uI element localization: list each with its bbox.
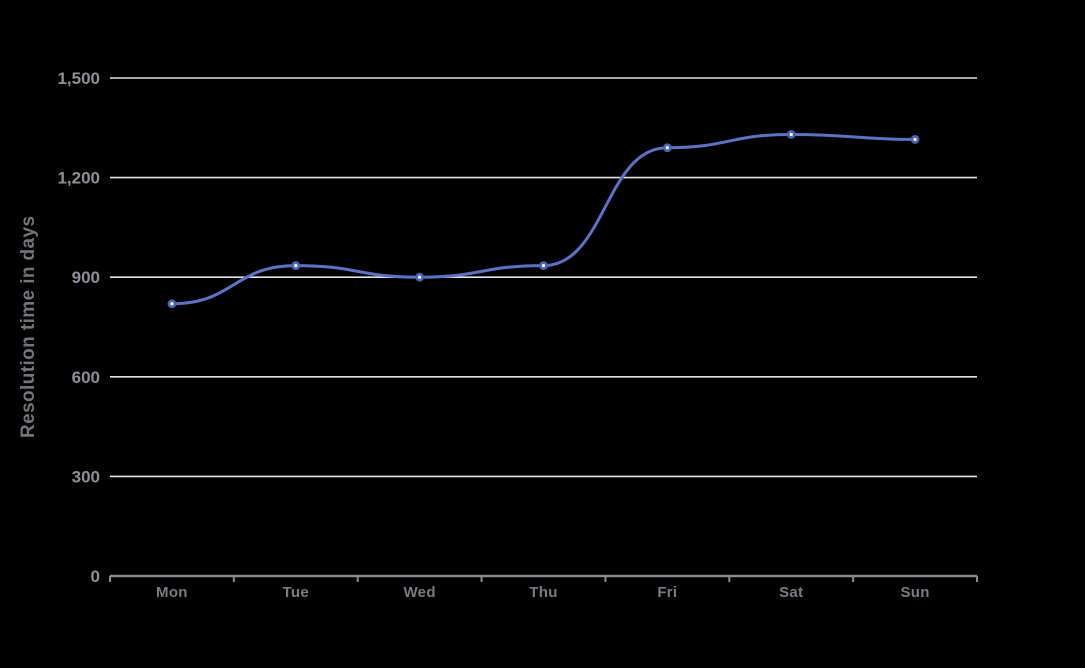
x-axis-label: Sun xyxy=(900,584,929,601)
data-point-marker-center xyxy=(294,263,298,268)
data-point-marker-center xyxy=(418,275,422,279)
x-axis-label: Sat xyxy=(779,584,803,601)
y-tick-label: 300 xyxy=(72,467,100,486)
y-tick-label: 1,200 xyxy=(57,169,100,188)
x-axis-label: Fri xyxy=(657,584,677,601)
data-point-marker-center xyxy=(665,146,669,150)
data-point-marker-center xyxy=(170,302,174,306)
y-tick-label: 1,500 xyxy=(57,69,100,88)
x-axis-label: Mon xyxy=(156,584,188,601)
series-line xyxy=(170,132,917,306)
y-tick-label: 0 xyxy=(91,567,100,586)
data-point-marker-center xyxy=(541,263,546,268)
y-tick-label: 900 xyxy=(72,268,100,287)
data-point-marker-center xyxy=(913,137,917,142)
x-axis-label: Thu xyxy=(529,584,557,601)
y-tick-label: 600 xyxy=(72,368,100,387)
x-axis-label: Tue xyxy=(283,584,309,601)
x-axis-label: Wed xyxy=(403,584,435,601)
data-point-marker-center xyxy=(789,132,793,137)
